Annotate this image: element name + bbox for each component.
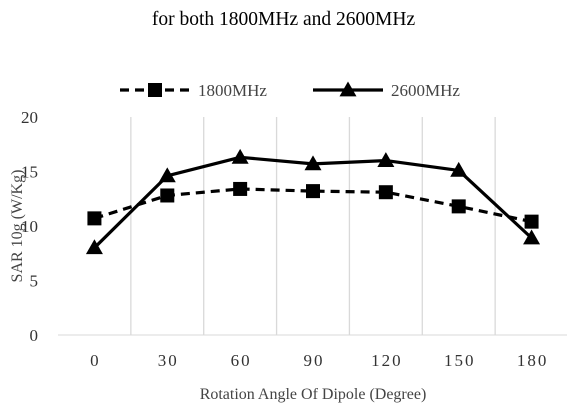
chart-title: for both 1800MHz and 2600MHz [151,9,416,30]
series-line-1 [93,155,533,249]
data-point-s1-4 [377,152,395,167]
legend-label-0: 1800MHz [198,81,267,100]
data-point-s1-1 [158,167,176,183]
data-point-s1-5 [450,161,468,177]
y-tick-label-3: 15 [21,163,38,182]
y-tick-label-2: 10 [21,217,38,236]
x-tick-label-4: 120 [371,351,403,370]
x-axis-ticks: 0 30 60 90 120 150 180 [90,351,549,370]
data-point-s1-6 [523,229,541,245]
data-point-s1-2 [231,148,249,164]
legend: 1800MHz 2600MHz [120,81,460,100]
y-axis-label: SAR 10g (W/Kg) [9,170,26,283]
data-point-s1-3 [304,155,322,171]
x-tick-label-3: 90 [304,351,325,370]
series-triangle [85,148,541,255]
data-point-s0-3 [306,184,320,199]
series-square [87,181,539,229]
data-point-s0-2 [233,181,248,196]
y-axis-ticks: 0 5 10 15 20 [21,108,38,345]
data-point-s1-0 [85,239,103,255]
series-layer [85,148,541,255]
gridlines [130,117,496,335]
data-point-s0-4 [378,185,393,200]
x-tick-label-1: 30 [158,351,179,370]
x-axis-label: Rotation Angle Of Dipole (Degree) [200,386,427,403]
data-point-s0-6 [524,214,539,229]
y-tick-label-4: 20 [21,108,38,127]
x-tick-label-2: 60 [231,351,252,370]
x-tick-label-6: 180 [517,351,549,370]
legend-marker-1 [339,81,357,97]
y-tick-label-0: 0 [30,326,39,345]
data-point-s0-5 [451,199,466,214]
x-tick-label-5: 150 [444,351,476,370]
y-tick-label-1: 5 [30,272,39,291]
data-point-s0-0 [87,211,102,226]
legend-marker-0 [148,83,162,97]
data-point-s0-1 [160,188,175,203]
legend-label-1: 2600MHz [391,81,460,100]
x-tick-label-0: 0 [90,351,101,370]
